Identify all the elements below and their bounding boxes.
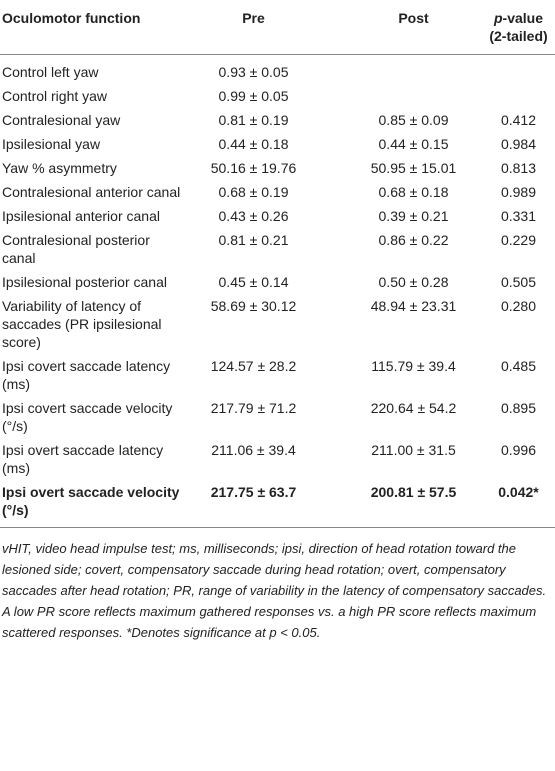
table-cell: 0.99 ± 0.05 (218, 88, 289, 104)
table-cell: 50.16 ± 19.76 (210, 160, 297, 176)
results-table: Oculomotor function Pre Post p-value (2-t… (0, 0, 555, 528)
table-cell: 0.68 ± 0.18 (378, 184, 449, 200)
table-cell: 0.44 ± 0.15 (378, 136, 449, 152)
table-cell: 0.44 ± 0.18 (218, 136, 289, 152)
table-cell: 0.280 (500, 298, 537, 314)
header-cell: p-value (2-tailed) (476, 0, 555, 55)
table-cell: 0.412 (500, 112, 537, 128)
table-cell: 0.45 ± 0.14 (218, 274, 289, 290)
table-cell: 0.895 (500, 400, 537, 416)
table-cell: 211.06 ± 39.4 (211, 442, 296, 458)
table-row: Contralesional yaw 0.81 ± 0.19 0.85 ± 0.09… (0, 108, 555, 132)
table-header: Oculomotor function Pre Post p-value (2-t… (0, 0, 555, 55)
table-cell: 0.485 (500, 358, 537, 374)
footnote: vHIT, video head impulse test; ms, milli… (2, 541, 547, 640)
table-cell: 217.79 ± 71.2 (210, 400, 297, 416)
table-cell: 0.042* (476, 480, 555, 528)
table-cell: 0.813 (500, 160, 537, 176)
table-row: Ipsilesional anterior canal 0.43 ± 0.26 0.… (0, 204, 555, 228)
table-cell: 0.85 ± 0.09 (378, 112, 449, 128)
table-cell (316, 84, 476, 108)
table-cell: Ipsi overt saccade velocity (°/s) (0, 480, 191, 528)
table-cell: Ipsilesional yaw (2, 136, 101, 152)
table-row: Ipsi overt saccade latency (ms) 211.06 ± … (0, 438, 555, 480)
header-text: (2-tailed) (489, 28, 548, 44)
table-cell: 58.69 ± 30.12 (210, 298, 297, 314)
header-cell: Pre (191, 0, 316, 55)
header-cell: Post (316, 0, 476, 55)
table-cell: Ipsilesional anterior canal (2, 208, 160, 224)
table-row: Contralesional posterior canal 0.81 ± 0.2… (0, 228, 555, 270)
table-row: Yaw % asymmetry 50.16 ± 19.76 50.95 ± 15.0… (0, 156, 555, 180)
table-cell: 0.989 (500, 184, 537, 200)
table-cell: 0.68 ± 0.19 (218, 184, 289, 200)
table-row: Ipsi covert saccade velocity (°/s) 217.79… (0, 396, 555, 438)
table-cell: 115.79 ± 39.4 (371, 358, 456, 374)
table-cell: Contralesional yaw (2, 112, 121, 128)
table-cell: 0.81 ± 0.19 (218, 112, 289, 128)
table-cell: 0.984 (500, 136, 537, 152)
table-cell: 217.75 ± 63.7 (191, 480, 316, 528)
header-cell: Oculomotor function (0, 0, 191, 55)
table-row: Control left yaw 0.93 ± 0.05 (0, 55, 555, 85)
table-row: Variability of latency of saccades (PR i… (0, 294, 555, 354)
header-italic: p (493, 10, 503, 26)
table-body: Control left yaw 0.93 ± 0.05 Control right… (0, 55, 555, 528)
table-cell: 0.86 ± 0.22 (378, 232, 449, 248)
table-cell: Ipsi overt saccade latency (ms) (2, 442, 164, 476)
table-cell: Yaw % asymmetry (2, 160, 117, 176)
table-cell: Control left yaw (2, 64, 99, 80)
table-row: Control right yaw 0.99 ± 0.05 (0, 84, 555, 108)
table-cell (476, 55, 555, 85)
table-row: Ipsi covert saccade latency (ms) 124.57 ±… (0, 354, 555, 396)
table-cell: 0.331 (500, 208, 537, 224)
table-cell: 0.43 ± 0.26 (218, 208, 289, 224)
table-cell: 124.57 ± 28.2 (210, 358, 297, 374)
table-cell: 0.996 (500, 442, 537, 458)
table-cell (316, 55, 476, 85)
table-cell: Variability of latency of saccades (PR i… (2, 298, 162, 350)
table-cell: 0.39 ± 0.21 (378, 208, 449, 224)
table-cell: 50.95 ± 15.01 (370, 160, 457, 176)
table-cell: Control right yaw (2, 88, 108, 104)
table-row: Contralesional anterior canal 0.68 ± 0.19… (0, 180, 555, 204)
table-cell: Contralesional posterior canal (2, 232, 150, 266)
table-cell: 48.94 ± 23.31 (370, 298, 457, 314)
table-cell: Ipsi covert saccade velocity (°/s) (2, 400, 173, 434)
table-row: Ipsilesional yaw 0.44 ± 0.18 0.44 ± 0.15 0.… (0, 132, 555, 156)
table-cell: Ipsi covert saccade latency (ms) (2, 358, 171, 392)
table-cell: 0.93 ± 0.05 (218, 64, 289, 80)
table-row: Ipsi overt saccade velocity (°/s) 217.75 … (0, 480, 555, 528)
table-cell: 200.81 ± 57.5 (316, 480, 476, 528)
table-cell: 211.00 ± 31.5 (371, 442, 456, 458)
header-text: -value (502, 10, 544, 26)
table-cell: 0.50 ± 0.28 (378, 274, 449, 290)
header-row: Oculomotor function Pre Post p-value (2-t… (0, 0, 555, 55)
table-cell: 0.229 (500, 232, 537, 248)
table-cell (476, 84, 555, 108)
table-cell: 0.505 (500, 274, 537, 290)
table-cell: Ipsilesional posterior canal (2, 274, 167, 290)
table-cell: 0.81 ± 0.21 (218, 232, 289, 248)
table-cell: Contralesional anterior canal (2, 184, 181, 200)
table-row: Ipsilesional posterior canal 0.45 ± 0.14 0… (0, 270, 555, 294)
table-cell: 220.64 ± 54.2 (370, 400, 457, 416)
